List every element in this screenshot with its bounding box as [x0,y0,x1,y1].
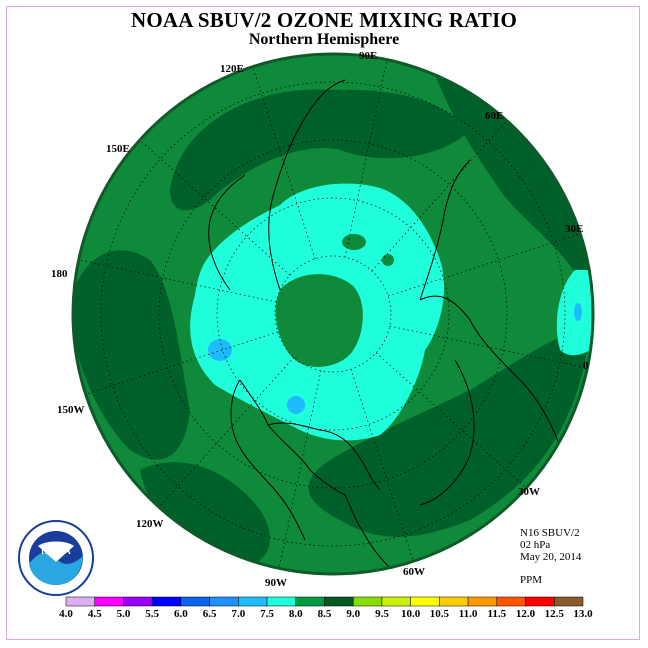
colorbar-cell [238,596,268,607]
colorbar-tick-label: 12.5 [544,608,564,620]
blue-spot [574,303,582,321]
colorbar-tick-label: 9.5 [375,608,389,620]
colorbar-tick-label: 11.0 [458,608,478,620]
noaa-logo-text: NOAA [41,546,70,557]
colorbar-tick-label: 5.5 [145,608,160,620]
date-label: May 20, 2014 [520,551,582,563]
colorbar-cell [439,596,469,607]
colorbar-cell [467,596,498,607]
lon-label-90e: 90E [359,50,378,62]
colorbar-tick-label: 10.5 [429,608,449,620]
colorbar-cell [295,596,325,607]
green-patch [382,254,394,266]
lon-label-150w: 150W [57,404,85,416]
lon-label-180: 180 [51,268,68,280]
colorbar-cell [180,596,210,607]
colorbar-cell [151,596,182,607]
lon-label-30e: 30E [565,223,584,235]
globe-edge [71,52,595,576]
colorbar-cell [123,596,153,607]
colorbar-cell [94,596,124,607]
colorbar-cell [209,596,239,607]
noaa-logo: NOAA [18,520,94,596]
colorbar-cell [410,596,440,607]
colorbar-tick-label: 4.5 [87,608,102,620]
lon-label-90w: 90W [265,577,287,589]
blue-spot [287,396,305,414]
dark-green-region-south [140,462,270,566]
dark-green-region-north [170,89,470,211]
colorbar-tick-label: 6.0 [174,608,188,620]
colorbar-tick-label: 9.0 [346,608,361,620]
lon-label-60e: 60E [485,110,504,122]
lon-label-150e: 150E [106,143,130,155]
colorbar-tick-label: 7.0 [231,608,246,620]
lon-label-120w: 120W [136,518,164,530]
colorbar-tick-label: 12.0 [515,608,536,620]
colorbar-tick-label: 5.0 [116,608,131,620]
colorbar-cell [496,596,526,607]
lon-label-30w: 30W [518,486,540,498]
colorbar-tick-label: 6.5 [202,608,217,620]
graticule [78,59,588,569]
pressure-level-label: 02 hPa [520,539,551,551]
blue-spot [208,339,232,361]
colorbar-cell [352,596,383,607]
colorbar-tick-label: 4.0 [59,608,73,620]
lon-label-0: 0 [583,360,589,372]
colorbar-cell [65,596,95,607]
dark-green-region-southeast [308,330,590,537]
colorbar-tick-label: 8.5 [317,608,332,620]
units-label: PPM [520,574,543,586]
green-patch [342,234,366,250]
satellite-label: N16 SBUV/2 [520,527,580,539]
green-pole-region [275,274,363,367]
colorbar-cell [525,596,555,607]
colorbar-tick-label: 13.0 [573,608,593,620]
colorbar-cell [554,596,584,607]
colorbar-cell [381,596,411,607]
colorbar-tick-label: 10.0 [401,608,421,620]
figure-frame [6,6,640,640]
colorbar-cell [266,596,297,607]
coastlines [208,79,566,573]
colorbar-cell [324,596,354,607]
lon-label-120e: 120E [220,63,244,75]
map-title: NOAA SBUV/2 OZONE MIXING RATIO [131,8,517,32]
dark-green-region-west [73,250,190,460]
colorbar-tick-label: 11.5 [487,608,507,620]
map-subtitle: Northern Hemisphere [248,31,400,48]
lon-label-60w: 60W [403,566,425,578]
colorbar-tick-label: 7.5 [260,608,274,620]
colorbar-tick-label: 8.0 [288,608,303,620]
